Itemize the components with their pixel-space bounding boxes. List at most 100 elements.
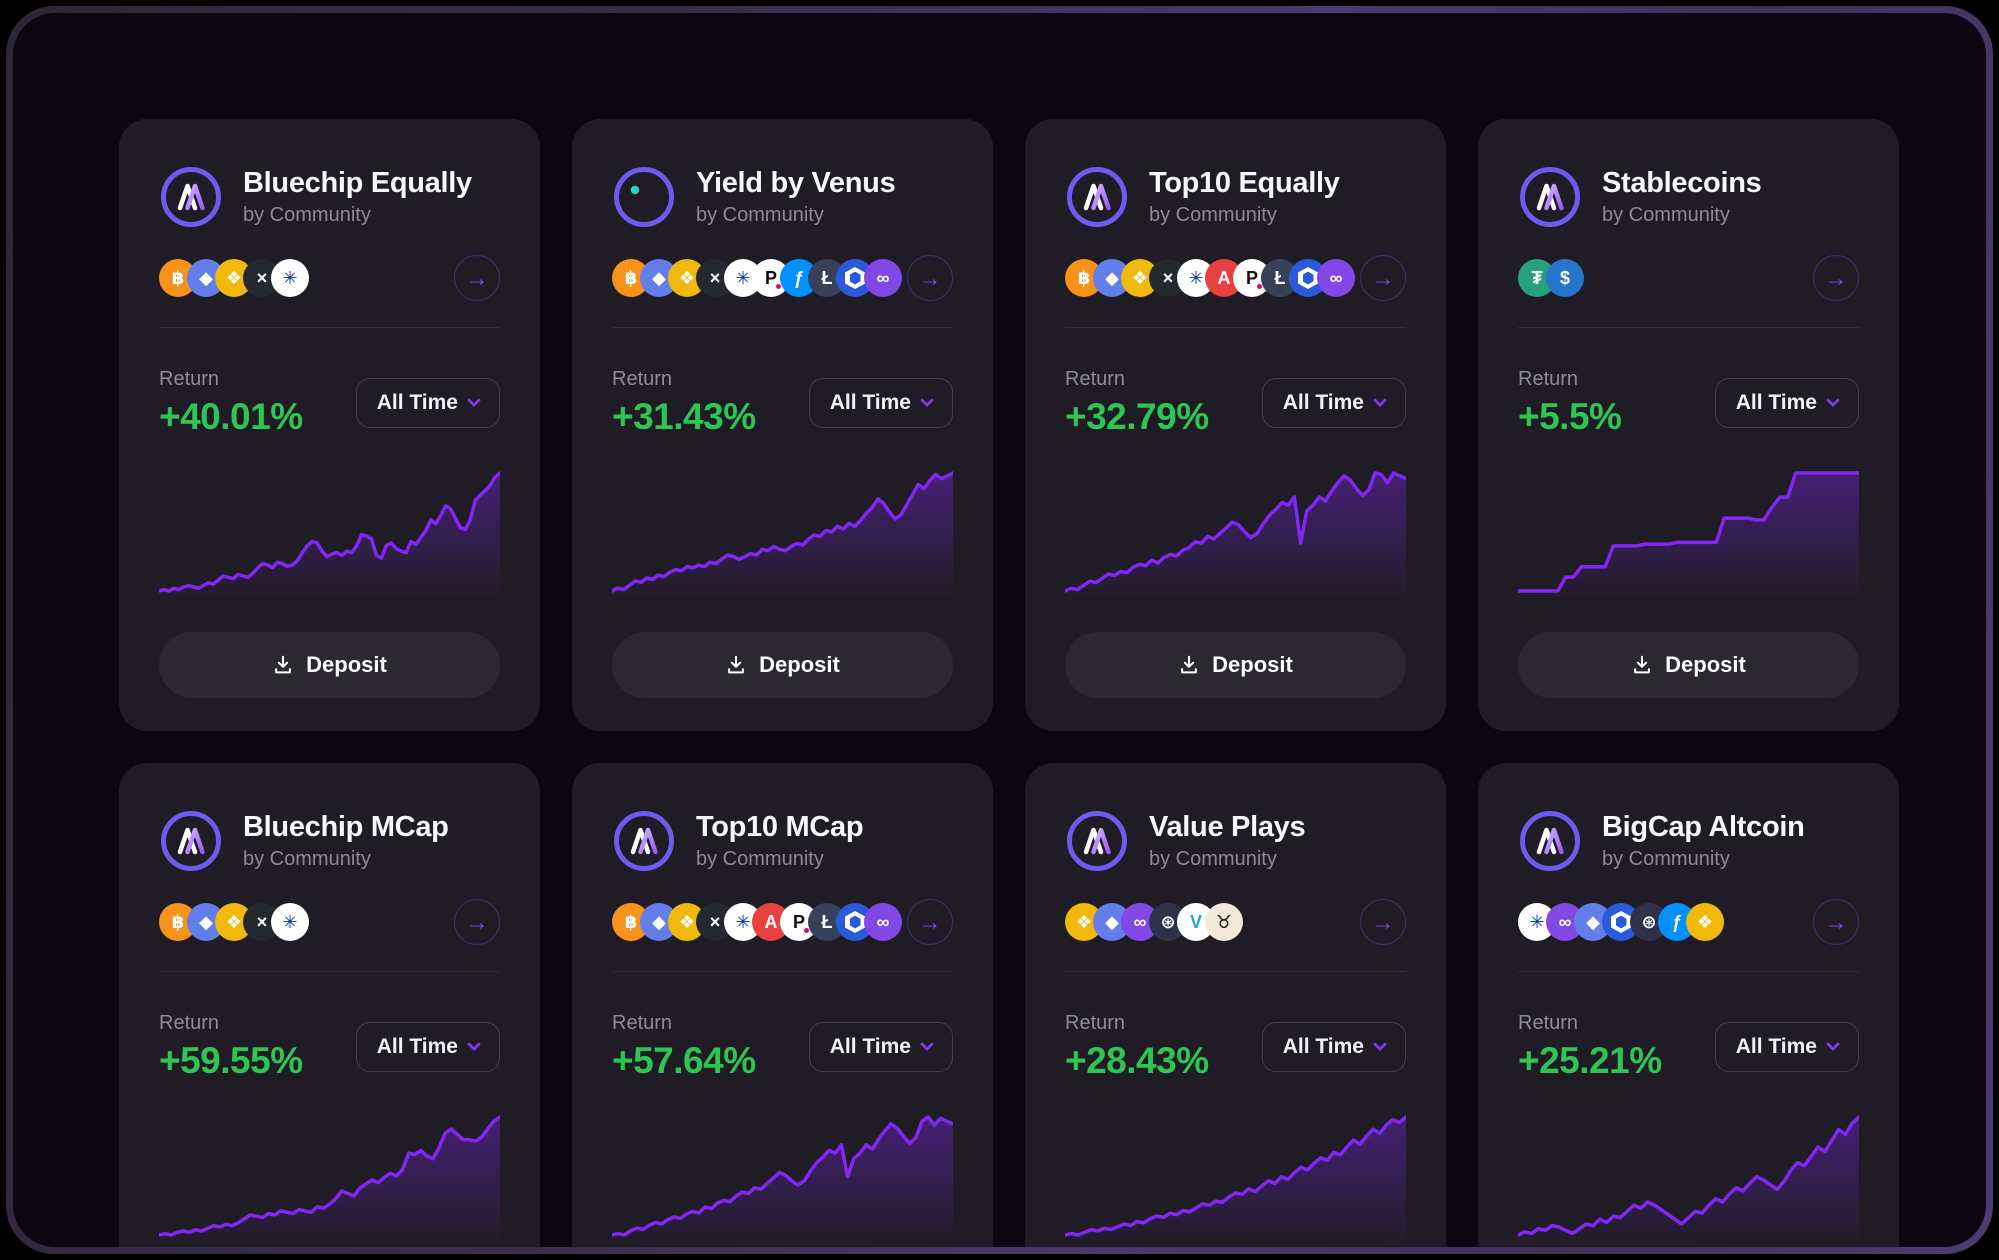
fund-subtitle: by Community	[243, 848, 371, 870]
open-fund-button[interactable]: →	[454, 255, 500, 301]
divider	[612, 327, 953, 328]
download-icon	[1181, 655, 1198, 674]
arrow-right-icon: →	[918, 264, 942, 291]
open-fund-button[interactable]: →	[454, 899, 500, 945]
fund-logo	[1065, 809, 1129, 873]
return-label: Return	[1518, 368, 1579, 390]
time-range-dropdown[interactable]: All Time	[355, 1022, 500, 1072]
chevron-down-icon	[1825, 1037, 1841, 1052]
fund-header: BigCap Altcoin by Community	[1518, 809, 1859, 873]
time-range-dropdown[interactable]: All Time	[1261, 1022, 1406, 1072]
time-range-label: All Time	[1735, 391, 1817, 414]
coin-list: ฿ ◆ ❖ × ✳	[159, 903, 309, 941]
fund-subtitle: by Community	[243, 204, 371, 226]
polygon-icon: ∞	[1317, 259, 1355, 297]
arrow-right-icon: →	[465, 264, 489, 291]
arrow-right-icon: →	[1371, 264, 1395, 291]
arrow-right-icon: →	[1371, 908, 1395, 935]
fund-title: Bluechip Equally	[243, 167, 472, 199]
open-fund-button[interactable]: →	[907, 899, 953, 945]
coin-list: ฿ ◆ ❖ × ✳ A P Ł ∞	[1065, 259, 1355, 297]
fund-title: Stablecoins	[1602, 167, 1762, 199]
deposit-label: Deposit	[1665, 652, 1746, 677]
performance-chart	[157, 468, 502, 598]
deposit-label: Deposit	[306, 652, 387, 677]
chart-sparkline	[610, 471, 955, 598]
fund-logo	[612, 165, 676, 229]
fund-logo	[1518, 165, 1582, 229]
return-block: Return +40.01%	[159, 368, 303, 438]
platform-logo-icon	[1067, 167, 1127, 227]
deposit-button[interactable]: Deposit	[159, 632, 500, 698]
fund-card: Stablecoins by Community ₮ $ → Return +5.…	[1478, 119, 1899, 731]
return-value: +25.21%	[1518, 1040, 1662, 1081]
return-value: +59.55%	[159, 1040, 303, 1081]
chart-sparkline	[1516, 1115, 1861, 1242]
fund-header: Top10 MCap by Community	[612, 809, 953, 873]
fund-logo	[1518, 809, 1582, 873]
platform-logo-icon	[1520, 167, 1580, 227]
chevron-down-icon	[1372, 1037, 1388, 1052]
beefy-icon: ♉	[1205, 903, 1243, 941]
time-range-dropdown[interactable]: All Time	[355, 378, 500, 428]
funds-grid: Bluechip Equally by Community ฿ ◆ ❖ × ✳ → Re…	[119, 119, 1899, 1247]
download-icon	[275, 655, 292, 674]
open-fund-button[interactable]: →	[1813, 899, 1859, 945]
return-block: Return +5.5%	[1518, 368, 1622, 438]
chevron-down-icon	[1825, 393, 1841, 408]
time-range-dropdown[interactable]: All Time	[808, 378, 953, 428]
polygon-icon: ∞	[864, 259, 902, 297]
platform-logo-icon	[161, 811, 221, 871]
return-label: Return	[1065, 1012, 1126, 1034]
app-frame: Bluechip Equally by Community ฿ ◆ ❖ × ✳ → Re…	[6, 6, 1993, 1254]
fund-title: BigCap Altcoin	[1602, 811, 1805, 843]
return-label: Return	[612, 1012, 673, 1034]
deposit-label: Deposit	[1212, 652, 1293, 677]
return-value: +28.43%	[1065, 1040, 1209, 1081]
time-range-label: All Time	[1735, 1035, 1817, 1058]
time-range-dropdown[interactable]: All Time	[1714, 1022, 1859, 1072]
open-fund-button[interactable]: →	[1360, 899, 1406, 945]
fund-subtitle: by Community	[696, 848, 824, 870]
return-label: Return	[1518, 1012, 1579, 1034]
return-block: Return +59.55%	[159, 1012, 303, 1082]
fund-card: Top10 Equally by Community ฿ ◆ ❖ × ✳ A P Ł ∞ → R…	[1025, 119, 1446, 731]
return-value: +5.5%	[1518, 396, 1622, 437]
fund-logo	[159, 165, 223, 229]
return-value: +32.79%	[1065, 396, 1209, 437]
cardano-icon: ✳	[271, 259, 309, 297]
chevron-down-icon	[919, 1037, 935, 1052]
fund-header: Top10 Equally by Community	[1065, 165, 1406, 229]
time-range-dropdown[interactable]: All Time	[1714, 378, 1859, 428]
divider	[1065, 971, 1406, 972]
coin-list: ❖ ◆ ∞ ⊛ V ♉	[1065, 903, 1243, 941]
deposit-button[interactable]: Deposit	[1065, 632, 1406, 698]
return-label: Return	[159, 1012, 220, 1034]
open-fund-button[interactable]: →	[1813, 255, 1859, 301]
coin-list: ₮ $	[1518, 259, 1584, 297]
time-range-dropdown[interactable]: All Time	[808, 1022, 953, 1072]
divider	[612, 971, 953, 972]
divider	[1518, 327, 1859, 328]
open-fund-button[interactable]: →	[1360, 255, 1406, 301]
return-block: Return +57.64%	[612, 1012, 756, 1082]
return-label: Return	[612, 368, 673, 390]
deposit-button[interactable]: Deposit	[612, 632, 953, 698]
fund-title: Value Plays	[1149, 811, 1306, 843]
chart-sparkline	[157, 471, 502, 598]
platform-logo-icon	[614, 811, 674, 871]
fund-subtitle: by Community	[1149, 204, 1277, 226]
chart-sparkline	[1063, 1115, 1408, 1242]
performance-chart	[1063, 468, 1408, 598]
time-range-dropdown[interactable]: All Time	[1261, 378, 1406, 428]
arrow-right-icon: →	[1824, 264, 1848, 291]
chevron-down-icon	[1372, 393, 1388, 408]
chevron-down-icon	[466, 1037, 482, 1052]
cosmos-icon: ⊛	[1630, 903, 1668, 941]
fund-header: Bluechip Equally by Community	[159, 165, 500, 229]
open-fund-button[interactable]: →	[907, 255, 953, 301]
deposit-button[interactable]: Deposit	[1518, 632, 1859, 698]
chart-sparkline	[610, 1115, 955, 1242]
